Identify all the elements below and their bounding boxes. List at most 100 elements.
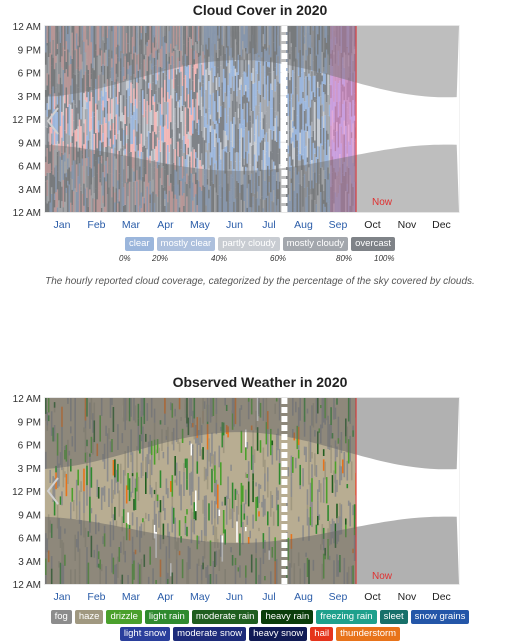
cloud-hour-cell — [111, 58, 113, 68]
cloud-hour-cell — [205, 152, 207, 177]
weather-hour-cell — [245, 472, 247, 478]
cloud-hour-cell — [199, 160, 201, 187]
cloud-hour-cell — [183, 62, 185, 79]
cloud-hour-cell — [72, 50, 75, 74]
cloud-hour-cell — [270, 50, 272, 58]
weather-hour-cell — [131, 473, 134, 477]
cloud-hour-cell — [209, 70, 212, 95]
cloud-hour-cell — [193, 26, 196, 51]
cloud-hour-cell — [336, 26, 338, 44]
cloud-hour-cell — [256, 161, 259, 169]
cloud-hour-cell — [274, 47, 276, 68]
cloud-hour-cell — [92, 148, 94, 178]
cloud-hour-cell — [96, 82, 99, 105]
cloud-hour-cell — [317, 159, 319, 183]
weather-hour-cell — [153, 524, 156, 539]
cloud-scroll-left-icon[interactable] — [46, 107, 59, 135]
cloud-hour-cell — [78, 119, 81, 130]
weather-hour-cell — [240, 482, 243, 505]
cloud-hour-cell — [45, 64, 47, 90]
cloud-hour-cell — [114, 202, 116, 212]
cloud-hour-cell — [258, 112, 260, 137]
cloud-hour-cell — [65, 187, 68, 193]
cloud-hour-cell — [353, 49, 356, 54]
weather-hour-cell — [252, 465, 254, 470]
cloud-hour-cell — [62, 115, 65, 142]
cloud-hour-cell — [90, 79, 93, 87]
weather-hour-cell — [55, 465, 57, 473]
cloud-hour-cell — [197, 26, 200, 41]
cloud-hour-cell — [45, 110, 47, 127]
cloud-hour-cell — [221, 166, 224, 188]
cloud-hour-cell — [215, 192, 218, 212]
cloud-hour-cell — [208, 81, 210, 109]
cloud-hour-cell — [120, 95, 122, 122]
cloud-hour-cell — [46, 203, 49, 212]
cloud-data-gap-marker — [281, 107, 288, 113]
cloud-hour-cell — [75, 26, 78, 34]
weather-hour-cell — [59, 496, 62, 505]
cloud-hour-cell — [195, 50, 197, 74]
cloud-hour-cell — [133, 181, 135, 212]
cloud-hour-cell — [333, 136, 335, 143]
cloud-hour-cell — [233, 117, 235, 149]
cloud-hour-cell — [52, 26, 54, 40]
weather-hour-cell — [145, 467, 147, 473]
cloud-hour-cell — [164, 79, 166, 102]
weather-hour-cell — [339, 439, 341, 466]
cloud-hour-cell — [109, 26, 112, 57]
weather-hour-cell — [218, 445, 221, 468]
cloud-hour-cell — [196, 157, 199, 180]
cloud-hour-cell — [156, 42, 159, 60]
cloud-hour-cell — [262, 26, 265, 35]
weather-data-gap-marker — [281, 497, 288, 503]
cloud-hour-cell — [187, 184, 190, 212]
cloud-hour-cell — [124, 154, 126, 184]
weather-hour-cell — [346, 460, 349, 481]
cloud-hour-cell — [318, 68, 321, 88]
cloud-hour-cell — [152, 191, 154, 212]
cloud-hour-cell — [121, 121, 124, 129]
cloud-hour-cell — [67, 185, 69, 212]
cloud-hour-cell — [274, 26, 276, 52]
cloud-hour-cell — [53, 199, 56, 208]
weather-legend-item: light rain — [144, 610, 189, 624]
weather-hour-cell — [174, 517, 176, 540]
weather-hour-cell — [165, 478, 168, 490]
weather-x-tick-label: Aug — [294, 591, 313, 603]
cloud-hour-cell — [65, 133, 68, 148]
weather-hour-cell — [271, 440, 274, 446]
cloud-hour-cell — [192, 80, 194, 100]
cloud-hour-cell — [186, 87, 188, 108]
cloud-hour-cell — [290, 46, 293, 52]
cloud-hour-cell — [150, 150, 153, 168]
cloud-hour-cell — [353, 104, 356, 116]
cloud-hour-cell — [271, 139, 274, 153]
cloud-hour-cell — [137, 105, 140, 124]
cloud-hour-cell — [131, 26, 134, 36]
weather-legend-row-2: light snow moderate snow heavy snow hail thu… — [0, 627, 520, 641]
weather-legend-item: heavy rain — [261, 610, 314, 624]
cloud-legend-item: partly cloudy — [218, 237, 280, 251]
cloud-hour-cell — [264, 134, 266, 142]
cloud-hour-cell — [256, 58, 259, 74]
weather-hour-cell — [302, 468, 304, 487]
cloud-hour-cell — [187, 147, 190, 155]
weather-hour-cell — [174, 456, 176, 476]
weather-hour-cell — [186, 479, 188, 490]
cloud-hour-cell — [130, 75, 132, 83]
cloud-hour-cell — [346, 99, 349, 108]
cloud-hour-cell — [115, 169, 118, 188]
weather-hour-cell — [177, 438, 179, 444]
cloud-hour-cell — [205, 176, 207, 206]
cloud-legend: clear mostly clear partly cloudy mostly clo… — [0, 237, 520, 251]
cloud-hour-cell — [115, 158, 118, 170]
weather-hour-cell — [83, 468, 85, 492]
weather-hour-cell — [120, 463, 122, 484]
weather-scroll-left-icon[interactable] — [46, 477, 59, 505]
cloud-hour-cell — [143, 167, 146, 182]
cloud-hour-cell — [142, 140, 144, 147]
cloud-hour-cell — [131, 187, 134, 212]
cloud-hour-cell — [127, 44, 129, 63]
cloud-hour-cell — [127, 62, 129, 70]
